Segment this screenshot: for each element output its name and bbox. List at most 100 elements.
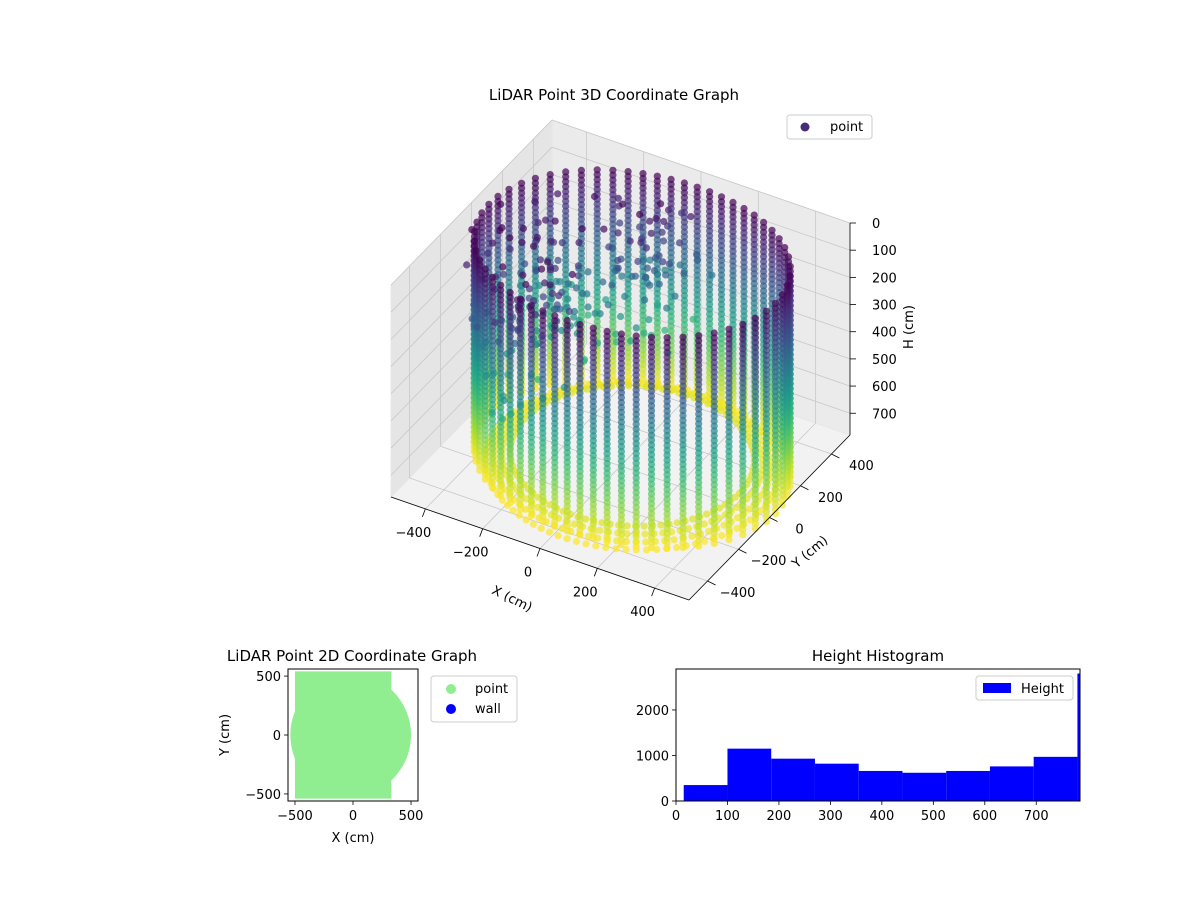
histogram-bar	[946, 770, 990, 801]
plot3d-legend-marker	[800, 122, 810, 132]
plot3d-gridline	[551, 228, 851, 333]
plot3d-point	[636, 210, 644, 218]
plot3d-point	[608, 281, 616, 289]
histogram-frame	[675, 668, 1081, 802]
plot3d-point	[544, 258, 552, 266]
plot3d-point	[548, 289, 556, 297]
plot3d-point	[657, 521, 665, 529]
plot3d-point	[551, 217, 559, 225]
plot3d-point	[468, 315, 476, 323]
plot3d-point	[634, 257, 642, 266]
plot3d-gridline	[390, 119, 553, 286]
histogram-x-tick-label: 300	[818, 809, 843, 824]
plot3d-point	[622, 545, 630, 554]
plot3d-y-tick	[800, 485, 809, 491]
histogram-x-tick-label: 500	[921, 809, 946, 824]
plot3d-point	[516, 282, 525, 290]
plot3d-point	[572, 284, 581, 292]
plot2d-content	[290, 671, 412, 799]
plot3d-point	[623, 522, 631, 530]
plot3d-point	[584, 311, 592, 319]
plot3d-point	[642, 383, 650, 391]
plot3d-point	[519, 271, 527, 279]
plot3d-point	[646, 281, 654, 289]
plot3d-point	[535, 281, 543, 290]
plot3d-point	[612, 545, 620, 553]
plot3d-point	[572, 537, 581, 546]
plot3d-point	[671, 292, 679, 300]
plot3d-gridline	[409, 477, 708, 582]
plot3d-point	[640, 522, 648, 530]
plot3d-point	[664, 206, 673, 214]
plot3d-point	[659, 258, 667, 266]
plot3d-point	[497, 200, 505, 208]
plot3d-point	[531, 197, 539, 205]
plot3d-point	[529, 520, 538, 528]
plot3d-z-tick-label: 300	[872, 299, 897, 314]
plot3d-point	[519, 224, 528, 233]
plot2d-legend: point wall	[430, 675, 518, 723]
plot3d-point	[733, 503, 741, 511]
plot3d-point	[574, 272, 583, 280]
plot3d-point	[499, 263, 507, 271]
plot3d-point	[522, 280, 530, 289]
histogram-bar	[1077, 673, 1080, 801]
plot3d-point	[631, 272, 640, 280]
plot2d-y-tick-label: −500	[245, 788, 281, 803]
histogram-y-tick-label: 0	[661, 795, 669, 810]
plot3d-point	[545, 528, 554, 536]
plot3d-point	[488, 484, 496, 492]
plot3d-point	[543, 301, 551, 309]
plot3d-point	[570, 307, 579, 316]
plot3d-point	[616, 219, 624, 227]
plot3d-x-tick	[536, 548, 541, 557]
plot2d-ticks: −500 0 500 500 0 −500	[245, 670, 423, 824]
plot3d-point	[614, 229, 622, 237]
plot3d-point	[680, 269, 688, 277]
plot3d-point	[488, 409, 496, 417]
plot2d-point-cloud-core	[294, 671, 392, 799]
histogram-x-tick-label: 0	[672, 809, 680, 824]
plot3d-point	[521, 260, 529, 268]
histogram-bar	[727, 748, 772, 801]
plot3d-y-tick-label: 0	[795, 523, 803, 538]
plot3d-point	[550, 521, 558, 529]
plot3d-point	[652, 214, 660, 223]
plot3d-point	[673, 519, 681, 527]
plot3d-point	[527, 511, 536, 520]
plot3d-point	[695, 542, 703, 550]
plot3d-point	[641, 296, 649, 304]
plot3d-point	[584, 268, 592, 276]
plot3d-point	[509, 506, 517, 514]
plot3d-point	[534, 219, 542, 227]
plot3d-x-tick-label: −200	[453, 546, 489, 561]
plot2d-clipped	[290, 671, 412, 799]
plot3d-point	[657, 200, 665, 208]
histogram-x-tick-label: 600	[972, 809, 997, 824]
plot3d-point	[614, 264, 622, 272]
plot2d-title: LiDAR Point 2D Coordinate Graph	[227, 647, 477, 665]
plot3d-point	[688, 532, 696, 540]
plot3d-gridline	[551, 146, 851, 251]
plot3d-point	[603, 538, 611, 546]
plot3d-point	[564, 280, 572, 288]
plot3d-point	[515, 511, 523, 519]
histogram-bar	[989, 766, 1034, 801]
plot3d-x-tick	[593, 568, 598, 577]
plot3d-point	[614, 256, 622, 265]
plot3d-point	[725, 536, 733, 544]
plot3d-point	[618, 272, 626, 280]
histogram-bars	[683, 673, 1080, 801]
plot3d-point	[660, 217, 668, 226]
plot3d-point	[762, 518, 771, 526]
plot3d-z-tick-label: 400	[872, 326, 897, 341]
plot3d-point	[536, 256, 545, 264]
plot3d-point	[463, 261, 471, 269]
plot3d-point	[538, 265, 546, 273]
plot3d-point	[558, 326, 566, 335]
plot3d-legend-label: point	[830, 120, 863, 135]
histogram-x-tick-label: 100	[715, 809, 740, 824]
plot3d-point	[739, 531, 747, 539]
plot3d-point	[650, 267, 659, 275]
plot3d-point	[596, 310, 604, 318]
